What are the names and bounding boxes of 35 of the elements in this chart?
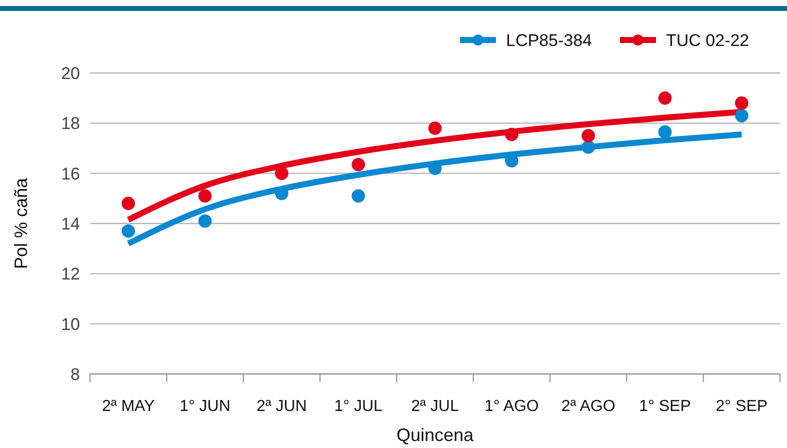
legend-label: TUC 02-22	[666, 30, 750, 50]
y-tick-label: 18	[61, 114, 80, 134]
point	[658, 125, 672, 139]
x-tick-label: 1° JUN	[180, 398, 230, 415]
point	[198, 214, 212, 228]
y-tick-label: 14	[61, 214, 80, 234]
x-tick-label: 2° SEP	[716, 398, 768, 415]
x-tick-label: 2ª JUN	[256, 398, 307, 415]
y-tick-label: 10	[61, 314, 80, 334]
x-tick-label: 2ª JUL	[411, 398, 459, 415]
x-axis-title: Quincena	[396, 425, 475, 445]
y-tick-label: 12	[61, 264, 80, 284]
x-tick-label: 1° SEP	[639, 398, 691, 415]
x-tick-label: 1° JUL	[334, 398, 383, 415]
point	[352, 189, 366, 203]
y-tick-label: 16	[61, 164, 80, 184]
x-tick-label: 2ª MAY	[102, 398, 156, 415]
point	[582, 129, 596, 142]
point	[658, 91, 672, 105]
y-tick-label: 8	[70, 364, 80, 384]
x-tick-label: 2ª AGO	[561, 398, 616, 415]
point	[734, 96, 748, 110]
point	[198, 189, 212, 203]
x-tick-label: 1° AGO	[484, 398, 539, 415]
point	[352, 158, 366, 172]
point	[274, 166, 288, 180]
point	[428, 122, 442, 135]
y-tick-label: 20	[61, 64, 80, 83]
point	[582, 140, 596, 154]
legend-label: LCP85-384	[506, 30, 592, 50]
point	[122, 224, 136, 238]
point	[734, 108, 748, 122]
y-axis-title: Pol % caña	[11, 176, 31, 270]
point	[504, 128, 518, 142]
point	[122, 196, 136, 210]
